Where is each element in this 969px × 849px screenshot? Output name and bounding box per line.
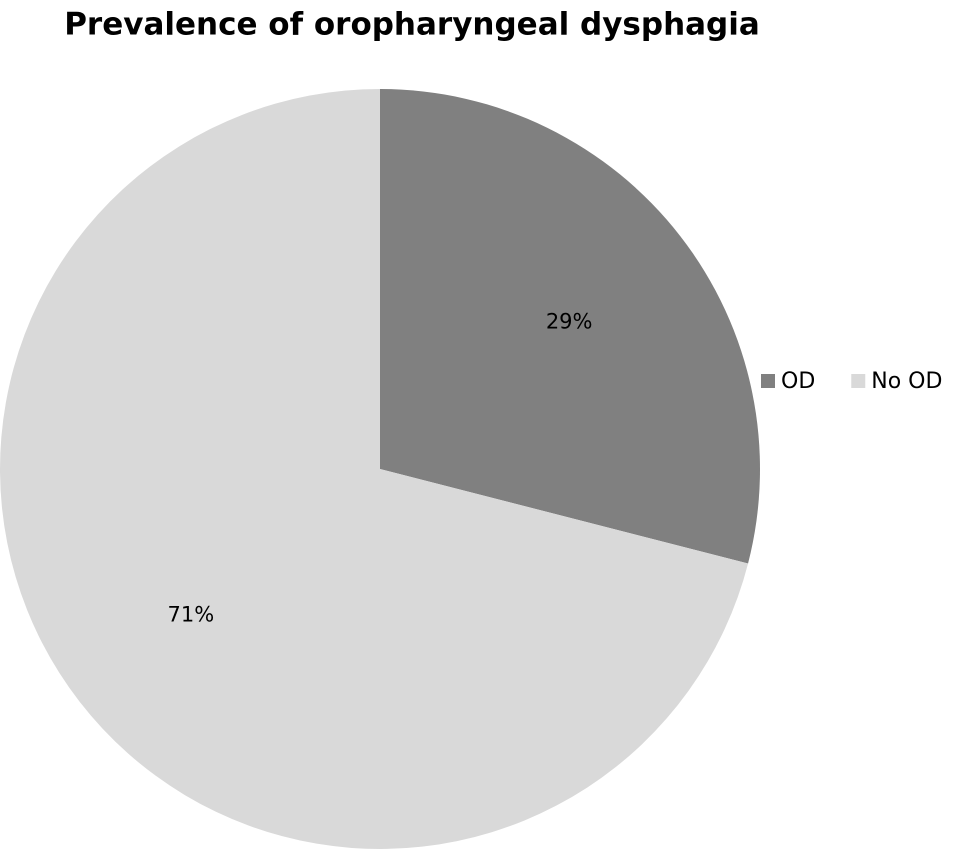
- legend-swatch: [761, 374, 775, 388]
- legend-swatch: [851, 374, 866, 388]
- legend-label: No OD: [871, 369, 942, 394]
- legend-label: OD: [781, 369, 815, 394]
- chart-title: Prevalence of oropharyngeal dysphagia: [64, 7, 760, 43]
- pie-slice: [0, 89, 749, 849]
- data-label: 71%: [167, 603, 214, 627]
- data-label: 29%: [546, 309, 593, 333]
- pie-slice: [380, 89, 760, 564]
